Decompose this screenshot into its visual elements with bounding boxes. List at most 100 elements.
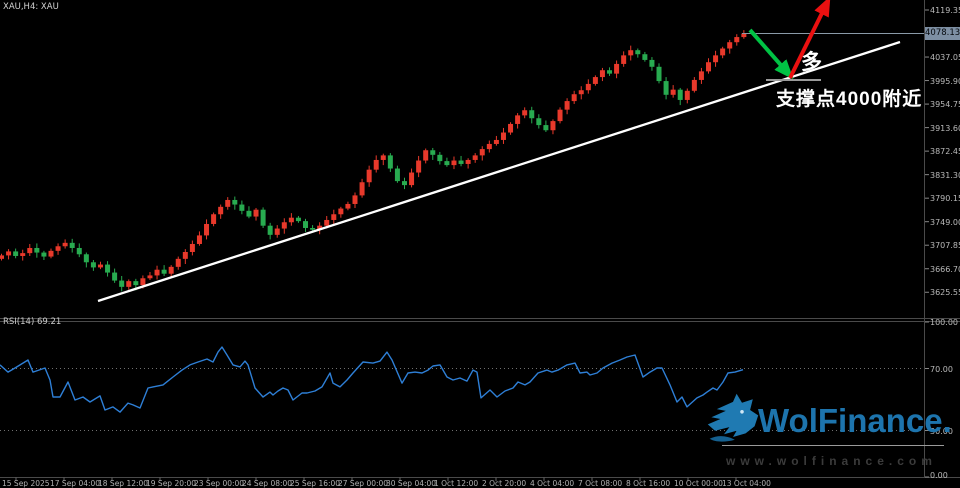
- time-axis-label: 24 Sep 08:00: [242, 479, 293, 488]
- candle-body: [69, 242, 75, 248]
- candle-body: [310, 227, 316, 230]
- candle-body: [161, 269, 167, 274]
- time-axis-label: 17 Sep 04:00: [50, 479, 101, 488]
- candle-body: [331, 214, 337, 220]
- candle-body: [557, 109, 563, 122]
- candle-body: [444, 161, 450, 166]
- candle-body: [295, 217, 301, 222]
- candle-body: [211, 214, 217, 224]
- candle-body: [536, 118, 542, 126]
- candle-body: [154, 269, 160, 276]
- candle-body: [260, 209, 266, 226]
- candle-body: [246, 210, 252, 217]
- candle-body: [550, 121, 556, 131]
- candle-body: [140, 278, 146, 286]
- candle-body: [13, 251, 19, 256]
- time-axis-label: 25 Sep 16:00: [290, 479, 341, 488]
- candle-body: [373, 159, 379, 170]
- time-axis-label: 27 Sep 00:00: [338, 479, 389, 488]
- candle-body: [366, 169, 372, 183]
- candle-body: [621, 55, 627, 64]
- green-down-arrow[interactable]: [748, 28, 794, 80]
- logo-underline: [722, 445, 944, 446]
- rsi-axis-label: 100.00: [930, 318, 958, 327]
- candle-body: [734, 37, 740, 43]
- candle-body: [741, 33, 747, 38]
- candle-body: [288, 217, 294, 223]
- candle-body: [20, 253, 26, 256]
- candle-body: [6, 251, 12, 256]
- price-axis-label: 3995.90: [930, 76, 960, 86]
- price-axis-label: 3831.30: [930, 170, 960, 180]
- candle-body: [0, 255, 4, 259]
- candle-body: [90, 262, 96, 268]
- candle-body: [578, 90, 584, 95]
- rsi-line: [0, 346, 744, 413]
- candle-body: [352, 195, 358, 204]
- candle-body: [232, 199, 238, 205]
- candle-body: [670, 89, 676, 95]
- candle-body: [599, 70, 605, 78]
- candle-body: [635, 50, 641, 55]
- time-axis-label: 23 Sep 00:00: [194, 479, 245, 488]
- candle-body: [380, 155, 386, 160]
- red-up-arrow[interactable]: [788, 0, 831, 79]
- candle-body: [451, 160, 457, 166]
- candle-body: [27, 247, 33, 254]
- candle-body: [479, 149, 485, 156]
- candle-body: [543, 125, 549, 131]
- candle-body: [112, 272, 118, 281]
- time-axis-label: 7 Oct 08:00: [578, 479, 623, 488]
- rsi-axis-label: 70.00: [930, 364, 953, 374]
- candle-body: [677, 89, 683, 100]
- candle-body: [83, 254, 89, 263]
- candle-body: [423, 150, 429, 161]
- price-axis-label: 3913.60: [930, 123, 960, 133]
- candle-body: [133, 281, 139, 286]
- candle-body: [642, 54, 648, 60]
- candle-body: [500, 132, 506, 140]
- candle-body: [409, 172, 415, 186]
- candle-body: [465, 159, 471, 164]
- price-axis-label: 3749.00: [930, 217, 960, 227]
- candle-body: [55, 246, 61, 251]
- current-price-box: 4078.13: [925, 27, 960, 40]
- candle-body: [253, 209, 259, 217]
- candlestick-series: [0, 30, 747, 292]
- candle-body: [387, 155, 393, 169]
- time-axis-label: 13 Oct 04:00: [722, 479, 771, 488]
- candle-body: [727, 42, 733, 49]
- candle-body: [493, 139, 499, 144]
- candle-body: [698, 71, 704, 80]
- candle-body: [182, 251, 188, 259]
- candle-body: [529, 110, 535, 119]
- candle-body: [281, 222, 287, 229]
- candle-body: [663, 81, 669, 95]
- candle-body: [720, 48, 726, 56]
- price-axis-label: 3954.75: [930, 100, 960, 110]
- candle-body: [126, 281, 132, 287]
- candle-body: [196, 235, 202, 244]
- candle-body: [97, 264, 103, 268]
- time-axis-label: 19 Sep 20:00: [146, 479, 197, 488]
- candle-body: [691, 79, 697, 91]
- time-axis-label: 30 Sep 04:00: [386, 479, 437, 488]
- candle-body: [706, 62, 711, 72]
- logo-wordmark: WolFinance.: [758, 402, 952, 439]
- price-axis-label: 3666.70: [930, 264, 960, 274]
- price-axis-label: 3872.45: [930, 147, 960, 157]
- logo-url-text: www.wolfinance.com: [726, 454, 937, 468]
- trendline[interactable]: [97, 40, 901, 303]
- time-axis-label: 15 Sep 2025: [2, 479, 50, 488]
- time-axis-label: 18 Sep 12:00: [98, 479, 149, 488]
- candle-body: [437, 154, 443, 162]
- candle-body: [175, 258, 181, 267]
- symbol-timeframe-label: XAU,H4: XAU: [3, 2, 59, 12]
- candle-body: [338, 208, 344, 215]
- candle-body: [317, 225, 323, 230]
- candle-body: [303, 221, 309, 228]
- candle-body: [168, 266, 174, 274]
- price-axis-label: 3625.55: [930, 288, 960, 298]
